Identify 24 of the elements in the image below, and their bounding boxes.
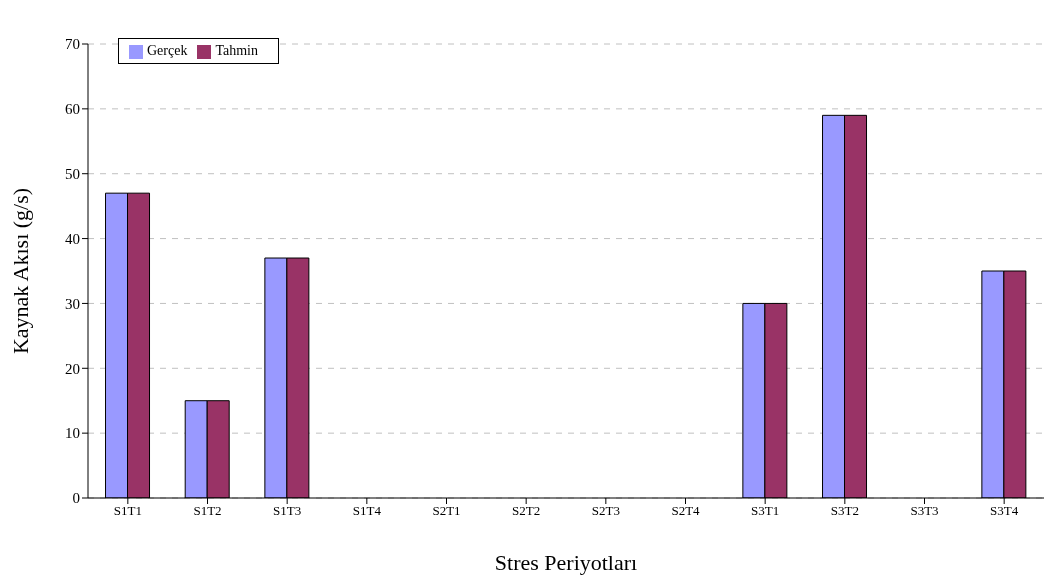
x-tick-label: S2T3 (591, 503, 620, 519)
y-tick-label: 70 (65, 36, 80, 53)
y-tick-label: 10 (65, 425, 80, 442)
x-tick-label: S1T4 (352, 503, 382, 519)
x-tick-label: S2T4 (671, 503, 701, 519)
y-tick-label: 0 (72, 490, 80, 507)
y-tick-label: 40 (65, 230, 80, 247)
y-tick-label: 30 (65, 295, 80, 312)
x-tick-label: S3T4 (990, 503, 1019, 519)
legend-label: Gerçek (147, 43, 188, 58)
x-tick-label: S1T1 (113, 503, 142, 519)
y-tick-label: 20 (65, 360, 80, 377)
y-axis-title: Kaynak Akısı (g/s) (7, 187, 33, 355)
y-tick-label: 50 (65, 166, 80, 183)
x-tick-label: S2T2 (512, 503, 541, 519)
x-tick-label: S2T1 (432, 503, 461, 519)
y-tick-label: 60 (65, 101, 80, 118)
x-tick-label: S3T1 (751, 503, 780, 519)
x-tick-label: S1T2 (193, 503, 222, 519)
x-axis-title: Stres Periyotları (494, 550, 638, 575)
x-tick-label: S1T3 (273, 503, 302, 519)
x-tick-label: S3T2 (830, 503, 859, 519)
legend-label: Tahmin (215, 43, 258, 58)
x-tick-label: S3T3 (910, 503, 939, 519)
